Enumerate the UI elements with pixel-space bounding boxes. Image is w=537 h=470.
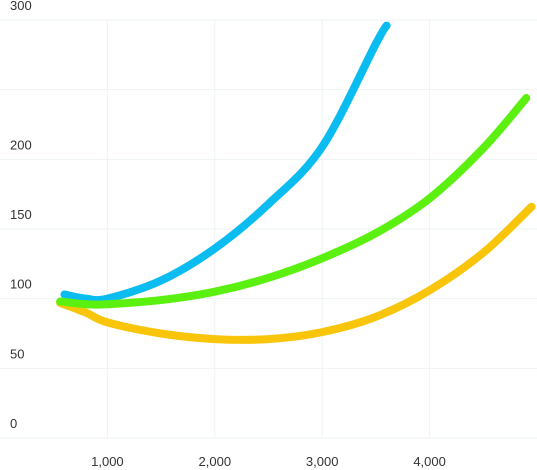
axis-tick-labels: 0 50 100 150 200 300 1,000 2,000 3,000 4,000 xyxy=(10,0,446,469)
x-tick-label: 4,000 xyxy=(413,454,446,469)
y-tick-label: 150 xyxy=(10,207,32,222)
x-tick-label: 1,000 xyxy=(91,454,124,469)
y-tick-label: 0 xyxy=(10,416,17,431)
x-tick-label: 3,000 xyxy=(306,454,339,469)
y-tick-label: 100 xyxy=(10,277,32,292)
x-tick-label: 2,000 xyxy=(199,454,232,469)
series-lines xyxy=(56,21,536,344)
y-tick-label: 50 xyxy=(10,346,24,361)
series-line-2 xyxy=(56,202,536,344)
y-tick-label: 200 xyxy=(10,137,32,152)
series-line-0 xyxy=(60,21,391,305)
y-tick-label: 300 xyxy=(10,0,32,13)
grid xyxy=(0,19,537,439)
series-line-1 xyxy=(56,94,531,309)
